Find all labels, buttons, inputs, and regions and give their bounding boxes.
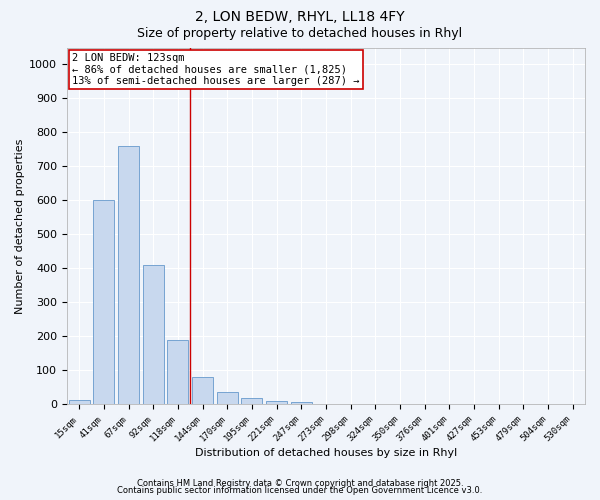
Bar [192,377,213,404]
Bar [266,401,287,404]
Bar [69,400,90,404]
Text: 2 LON BEDW: 123sqm
← 86% of detached houses are smaller (1,825)
13% of semi-deta: 2 LON BEDW: 123sqm ← 86% of detached hou… [72,53,359,86]
Bar [217,392,238,404]
Bar [167,340,188,404]
Text: Size of property relative to detached houses in Rhyl: Size of property relative to detached ho… [137,28,463,40]
Y-axis label: Number of detached properties: Number of detached properties [15,138,25,314]
Bar [291,402,312,404]
Bar [118,146,139,405]
Bar [241,398,262,404]
Bar [143,265,164,404]
Text: 2, LON BEDW, RHYL, LL18 4FY: 2, LON BEDW, RHYL, LL18 4FY [195,10,405,24]
Text: Contains public sector information licensed under the Open Government Licence v3: Contains public sector information licen… [118,486,482,495]
Bar [94,200,115,404]
Text: Contains HM Land Registry data © Crown copyright and database right 2025.: Contains HM Land Registry data © Crown c… [137,478,463,488]
X-axis label: Distribution of detached houses by size in Rhyl: Distribution of detached houses by size … [195,448,457,458]
